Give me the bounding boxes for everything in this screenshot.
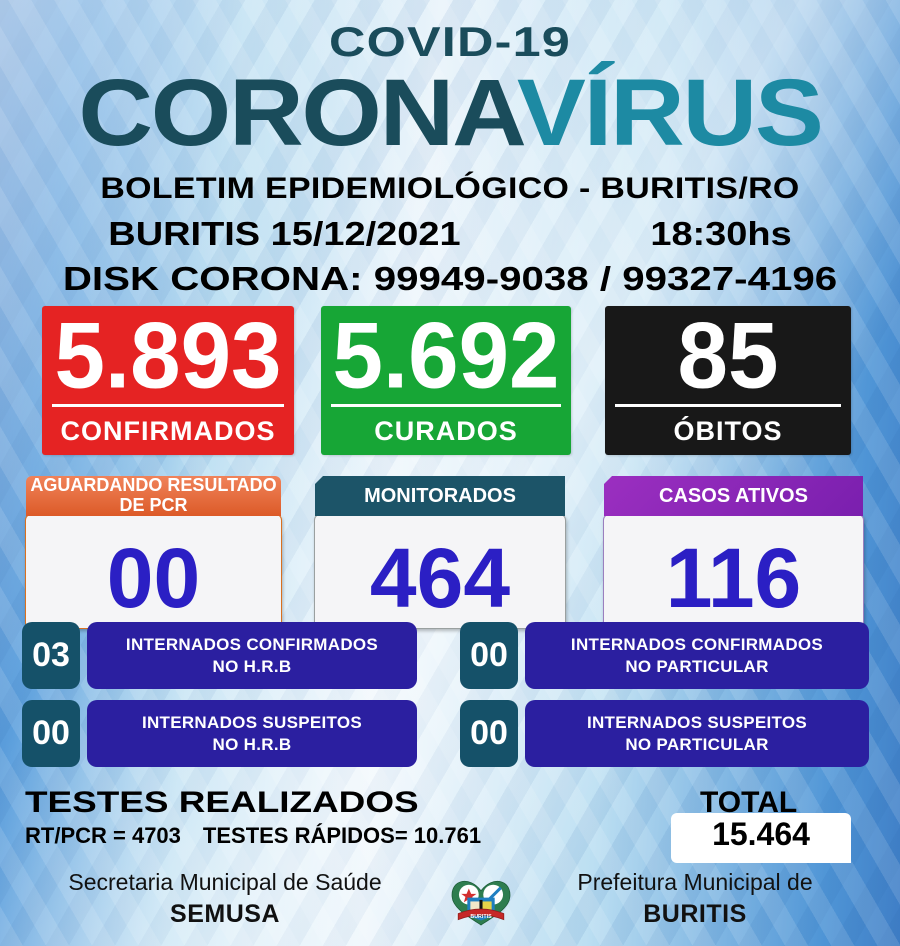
svg-text:BURITIS: BURITIS — [470, 914, 492, 920]
